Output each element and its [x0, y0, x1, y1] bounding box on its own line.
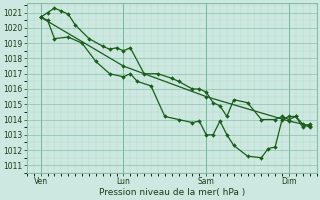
X-axis label: Pression niveau de la mer( hPa ): Pression niveau de la mer( hPa )	[99, 188, 245, 197]
